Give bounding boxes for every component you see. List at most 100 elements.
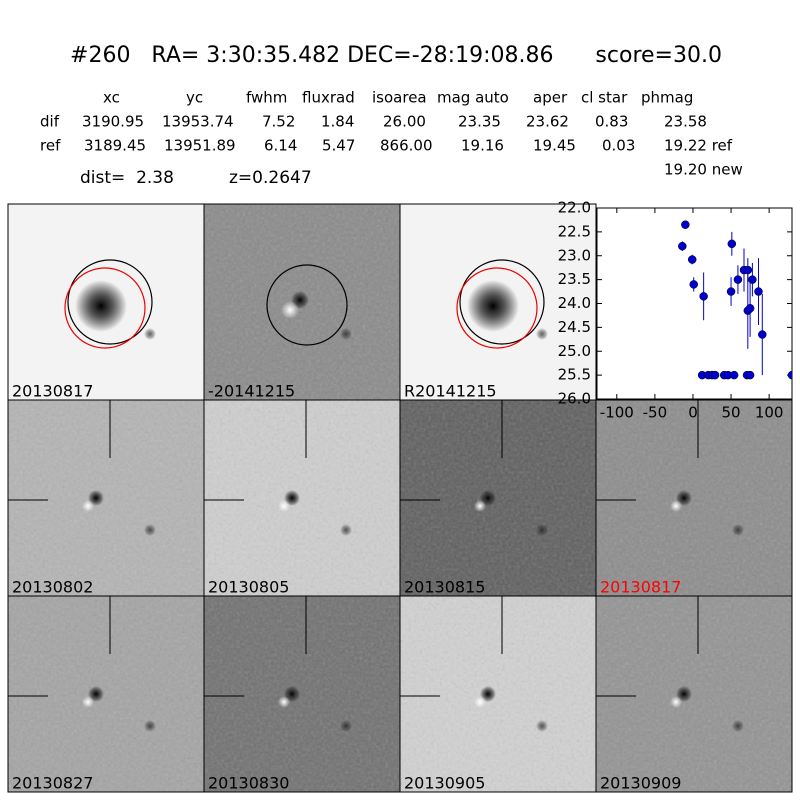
- table-cell: 6.14: [264, 137, 297, 155]
- column-header: phmag: [641, 89, 693, 107]
- y-tick-label: 22.0: [558, 199, 591, 217]
- table-cell: 23.58: [664, 113, 707, 131]
- stamp-border: [595, 595, 793, 793]
- source-pos: [670, 500, 682, 512]
- column-header: fwhm: [246, 89, 287, 107]
- point: [745, 304, 755, 313]
- source-pos: [82, 500, 94, 512]
- y-tick-label: 26.0: [558, 390, 591, 408]
- table-cell: dif: [40, 113, 60, 131]
- companion: [732, 720, 744, 732]
- stamp-label: 20130817: [600, 578, 681, 597]
- column-header: fluxrad: [302, 89, 355, 107]
- aperture-ref: [456, 267, 538, 349]
- dist: dist= 2.38: [80, 168, 174, 188]
- column-header: mag auto: [437, 89, 509, 107]
- table-cell: ref: [40, 137, 61, 155]
- column-header: xc: [103, 89, 120, 107]
- companion: [144, 328, 156, 340]
- y-tick-label: 24.5: [558, 318, 591, 336]
- x-tick-label: -100: [600, 404, 634, 422]
- companion: [144, 524, 156, 536]
- y-tick-label: 25.5: [558, 366, 591, 384]
- table-cell: 23.35: [458, 113, 501, 131]
- table-cell: 5.47: [322, 137, 355, 155]
- table-cell: 19.45: [533, 137, 576, 155]
- source-pos: [670, 696, 682, 708]
- aperture: [67, 259, 153, 345]
- stamp-noise: [8, 596, 204, 792]
- redshift: z=0.2647: [229, 168, 312, 188]
- stamp-label: R20141215: [404, 382, 497, 401]
- companion: [340, 720, 352, 732]
- stamp-noise: [596, 400, 792, 596]
- companion: [732, 524, 744, 536]
- point: [678, 241, 687, 251]
- table-cell: 13951.89: [164, 137, 236, 155]
- stamp-label: 20130830: [208, 774, 289, 793]
- stamp-noise: [8, 400, 204, 596]
- companion: [536, 524, 548, 536]
- y-tick-label: 22.5: [558, 222, 591, 240]
- column-header: isoarea: [372, 89, 427, 107]
- table-cell: 13953.74: [162, 113, 234, 131]
- column-header: cl star: [581, 89, 628, 107]
- source-pos: [474, 500, 486, 512]
- y-tick-label: 23.0: [558, 246, 591, 264]
- source-pos: [278, 500, 290, 512]
- companion: [340, 524, 352, 536]
- table-cell: 3189.45: [84, 137, 146, 155]
- point: [699, 292, 708, 301]
- y-tick-label: 23.5: [558, 270, 591, 288]
- y-tick-label: 24.0: [558, 294, 591, 312]
- point: [727, 239, 737, 249]
- x-tick-label: 50: [722, 404, 741, 422]
- aperture: [459, 259, 545, 345]
- source: [467, 280, 519, 332]
- stamp-noise: [400, 400, 596, 596]
- point: [729, 370, 739, 380]
- x-tick-label: -50: [643, 404, 668, 422]
- stamp-noise: [596, 596, 792, 792]
- table-cell: 866.00: [380, 137, 433, 155]
- stamp-label: 20130805: [208, 578, 289, 597]
- stamp-label: 20130815: [404, 578, 485, 597]
- source-neg: [281, 301, 299, 319]
- x-tick-label: 0: [688, 404, 698, 422]
- stamp-noise: [204, 596, 400, 792]
- aperture-ref: [64, 267, 146, 349]
- stamp-noise: [204, 400, 400, 596]
- column-header: yc: [186, 89, 203, 107]
- source-pos: [278, 696, 290, 708]
- stamp-label: 20130817: [12, 382, 93, 401]
- companion: [536, 328, 548, 340]
- source: [75, 280, 127, 332]
- phmag-new: 19.20 new: [664, 161, 743, 179]
- table-cell: 19.16: [461, 137, 504, 155]
- aperture: [266, 264, 348, 346]
- table-cell: 0.83: [595, 113, 628, 131]
- companion: [340, 328, 352, 340]
- point: [745, 370, 755, 380]
- stamp-label: 20130827: [12, 774, 93, 793]
- table-cell: 23.62: [526, 113, 569, 131]
- table-cell: 7.52: [262, 113, 295, 131]
- stamp-label: 20130802: [12, 578, 93, 597]
- point: [687, 255, 697, 264]
- stamp-label: 20130909: [600, 774, 681, 793]
- stamp-label: 20130905: [404, 774, 485, 793]
- point: [681, 220, 690, 229]
- table-cell: 3190.95: [82, 113, 144, 131]
- point: [689, 280, 698, 289]
- stamp-label: -20141215: [208, 382, 295, 401]
- points: [678, 220, 792, 380]
- y-tick-label: 25.0: [558, 342, 591, 360]
- point: [733, 275, 743, 284]
- point: [758, 330, 767, 339]
- plot-area: [596, 207, 793, 400]
- point: [748, 275, 757, 284]
- table-cell: 1.84: [321, 113, 354, 131]
- table-cell: 26.00: [383, 113, 426, 131]
